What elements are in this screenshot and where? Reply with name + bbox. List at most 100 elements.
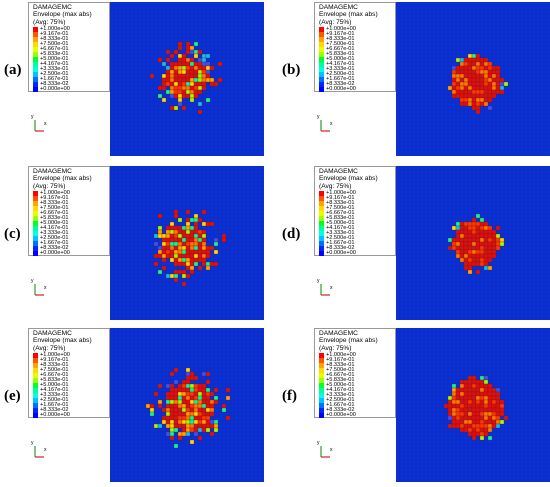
damage-element (201, 85, 207, 91)
damage-element (181, 269, 187, 275)
legend-value: +3.333e-01 (326, 230, 355, 236)
damage-element (185, 49, 191, 55)
damage-element (213, 395, 219, 401)
legend-value: +7.500e-01 (326, 367, 355, 373)
damage-element (173, 415, 179, 421)
damage-element (451, 423, 457, 429)
legend-averaging: (Avg: 75%) (33, 18, 66, 26)
legend-value: +7.500e-01 (40, 205, 69, 211)
damage-element (491, 77, 497, 83)
legend-entry: +5.833e-01 (319, 51, 395, 57)
damage-element (225, 415, 231, 421)
color-scale: +1.000e+00 +9.167e-01 +8.333e-01 +7.500e-01… (319, 190, 395, 256)
damage-element (487, 61, 493, 67)
damage-element (177, 81, 183, 87)
damage-element (499, 85, 505, 91)
legend-swatch (33, 388, 38, 393)
legend-subtitle: Envelope (max abs) (319, 175, 378, 183)
damage-element (479, 245, 485, 251)
damage-element (495, 225, 501, 231)
damage-element (189, 375, 195, 381)
damage-element (193, 427, 199, 433)
damage-element (491, 391, 497, 397)
legend-entry: +1.000e+00 (33, 352, 109, 358)
damage-element (451, 403, 457, 409)
damage-element (463, 387, 469, 393)
damage-element (483, 261, 489, 267)
legend-swatch (319, 373, 324, 378)
damage-element (459, 241, 465, 247)
damage-element (181, 237, 187, 243)
damage-element (487, 77, 493, 83)
legend-value: +5.833e-01 (40, 215, 69, 221)
legend-entry: +1.000e+00 (319, 26, 395, 32)
legend-value: +8.333e-01 (40, 200, 69, 206)
damage-element (209, 391, 215, 397)
damage-element (451, 383, 457, 389)
damage-element (467, 225, 473, 231)
damage-element (209, 419, 215, 425)
damage-element (479, 85, 485, 91)
legend-entry: +1.667e-01 (319, 76, 395, 82)
damage-element (475, 249, 481, 255)
damage-element (475, 233, 481, 239)
damage-element (483, 415, 489, 421)
damage-element (185, 391, 191, 397)
legend-swatch (33, 383, 38, 388)
legend-value: +6.667e-01 (326, 46, 355, 52)
mesh-svg (110, 328, 264, 482)
damage-element (185, 221, 191, 227)
damage-element (197, 391, 203, 397)
legend-swatch (319, 226, 324, 231)
legend-entry: +4.167e-01 (319, 225, 395, 231)
damage-element (451, 89, 457, 95)
legend-swatch (319, 363, 324, 368)
damage-element (459, 237, 465, 243)
damage-element (487, 233, 493, 239)
damage-element (471, 383, 477, 389)
damage-element (471, 399, 477, 405)
damage-element (169, 221, 175, 227)
damage-element (193, 65, 199, 71)
damage-element (189, 419, 195, 425)
legend-swatch (33, 241, 38, 246)
damage-element (189, 57, 195, 63)
damage-element (193, 41, 199, 47)
legend-swatch (33, 251, 38, 256)
damage-element (463, 65, 469, 71)
damage-element (173, 399, 179, 405)
damage-element (205, 53, 211, 59)
legend-value: +2.500e-01 (40, 397, 69, 403)
damage-element (169, 419, 175, 425)
damage-element (173, 233, 179, 239)
damage-element (451, 225, 457, 231)
contour-legend: DAMAGEMC Envelope (max abs) (Avg: 75%) +1.0… (314, 2, 396, 92)
damage-element (447, 403, 453, 409)
damage-element (471, 241, 477, 247)
damage-element (459, 391, 465, 397)
legend-entry: +1.000e+00 (319, 190, 395, 196)
damage-element (471, 101, 477, 107)
damage-element (189, 423, 195, 429)
damage-element (487, 249, 493, 255)
damage-element (475, 65, 481, 71)
damage-element (483, 395, 489, 401)
damage-element (495, 391, 501, 397)
damage-element (173, 89, 179, 95)
damage-element (495, 423, 501, 429)
damage-element (479, 399, 485, 405)
damage-element (455, 69, 461, 75)
damage-element (483, 69, 489, 75)
legend-variable: DAMAGEMC (33, 168, 72, 175)
damage-element (467, 89, 473, 95)
legend-swatch (319, 72, 324, 77)
damage-element (165, 399, 171, 405)
damage-element (205, 415, 211, 421)
legend-averaging: (Avg: 75%) (319, 182, 352, 190)
damage-element (471, 253, 477, 259)
legend-swatch (319, 47, 324, 52)
damage-element (189, 383, 195, 389)
damage-element (475, 241, 481, 247)
damage-element (209, 261, 215, 267)
damage-element (451, 395, 457, 401)
